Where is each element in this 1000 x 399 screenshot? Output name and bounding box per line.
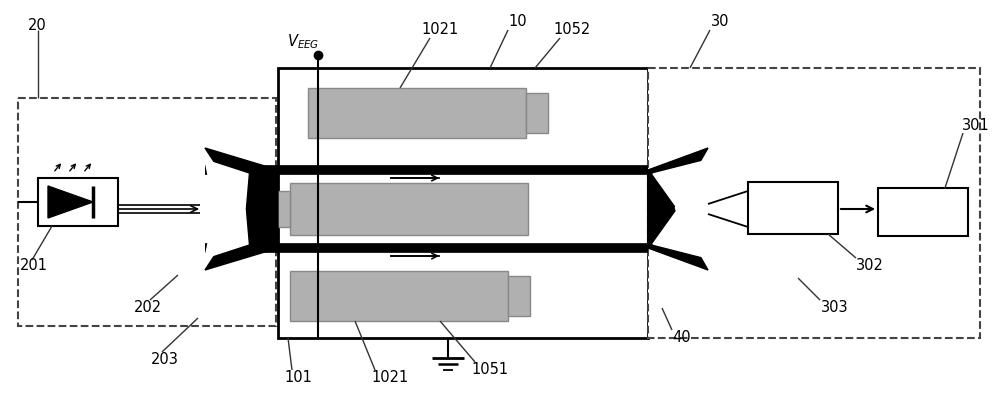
Polygon shape <box>653 160 708 258</box>
Bar <box>278 68 648 338</box>
Text: 303: 303 <box>821 300 849 316</box>
Bar <box>508 276 530 316</box>
Bar <box>526 93 548 133</box>
Polygon shape <box>648 148 708 270</box>
Bar <box>272 191 290 227</box>
Bar <box>878 188 968 236</box>
Text: 30: 30 <box>711 14 729 30</box>
Text: 301: 301 <box>962 117 990 132</box>
Text: 1051: 1051 <box>471 363 509 377</box>
Bar <box>290 183 528 235</box>
Polygon shape <box>205 148 278 270</box>
Polygon shape <box>48 186 93 218</box>
Polygon shape <box>653 187 681 229</box>
Text: 201: 201 <box>20 257 48 273</box>
Text: 101: 101 <box>284 371 312 385</box>
Bar <box>748 182 838 234</box>
Text: $\mathit{V}_{EEG}$: $\mathit{V}_{EEG}$ <box>287 33 319 51</box>
Text: 302: 302 <box>856 257 884 273</box>
Text: 20: 20 <box>28 18 47 32</box>
Text: 202: 202 <box>134 300 162 316</box>
Text: 40: 40 <box>673 330 691 346</box>
Bar <box>38 178 118 226</box>
Text: 1021: 1021 <box>371 371 409 385</box>
Text: 10: 10 <box>509 14 527 30</box>
Bar <box>648 68 980 338</box>
Bar <box>308 88 526 138</box>
Bar <box>290 271 508 321</box>
Text: 1021: 1021 <box>421 22 459 38</box>
Bar <box>18 98 276 326</box>
Text: 203: 203 <box>151 352 179 367</box>
Bar <box>648 173 686 245</box>
Polygon shape <box>205 160 248 258</box>
Text: 1052: 1052 <box>553 22 591 38</box>
